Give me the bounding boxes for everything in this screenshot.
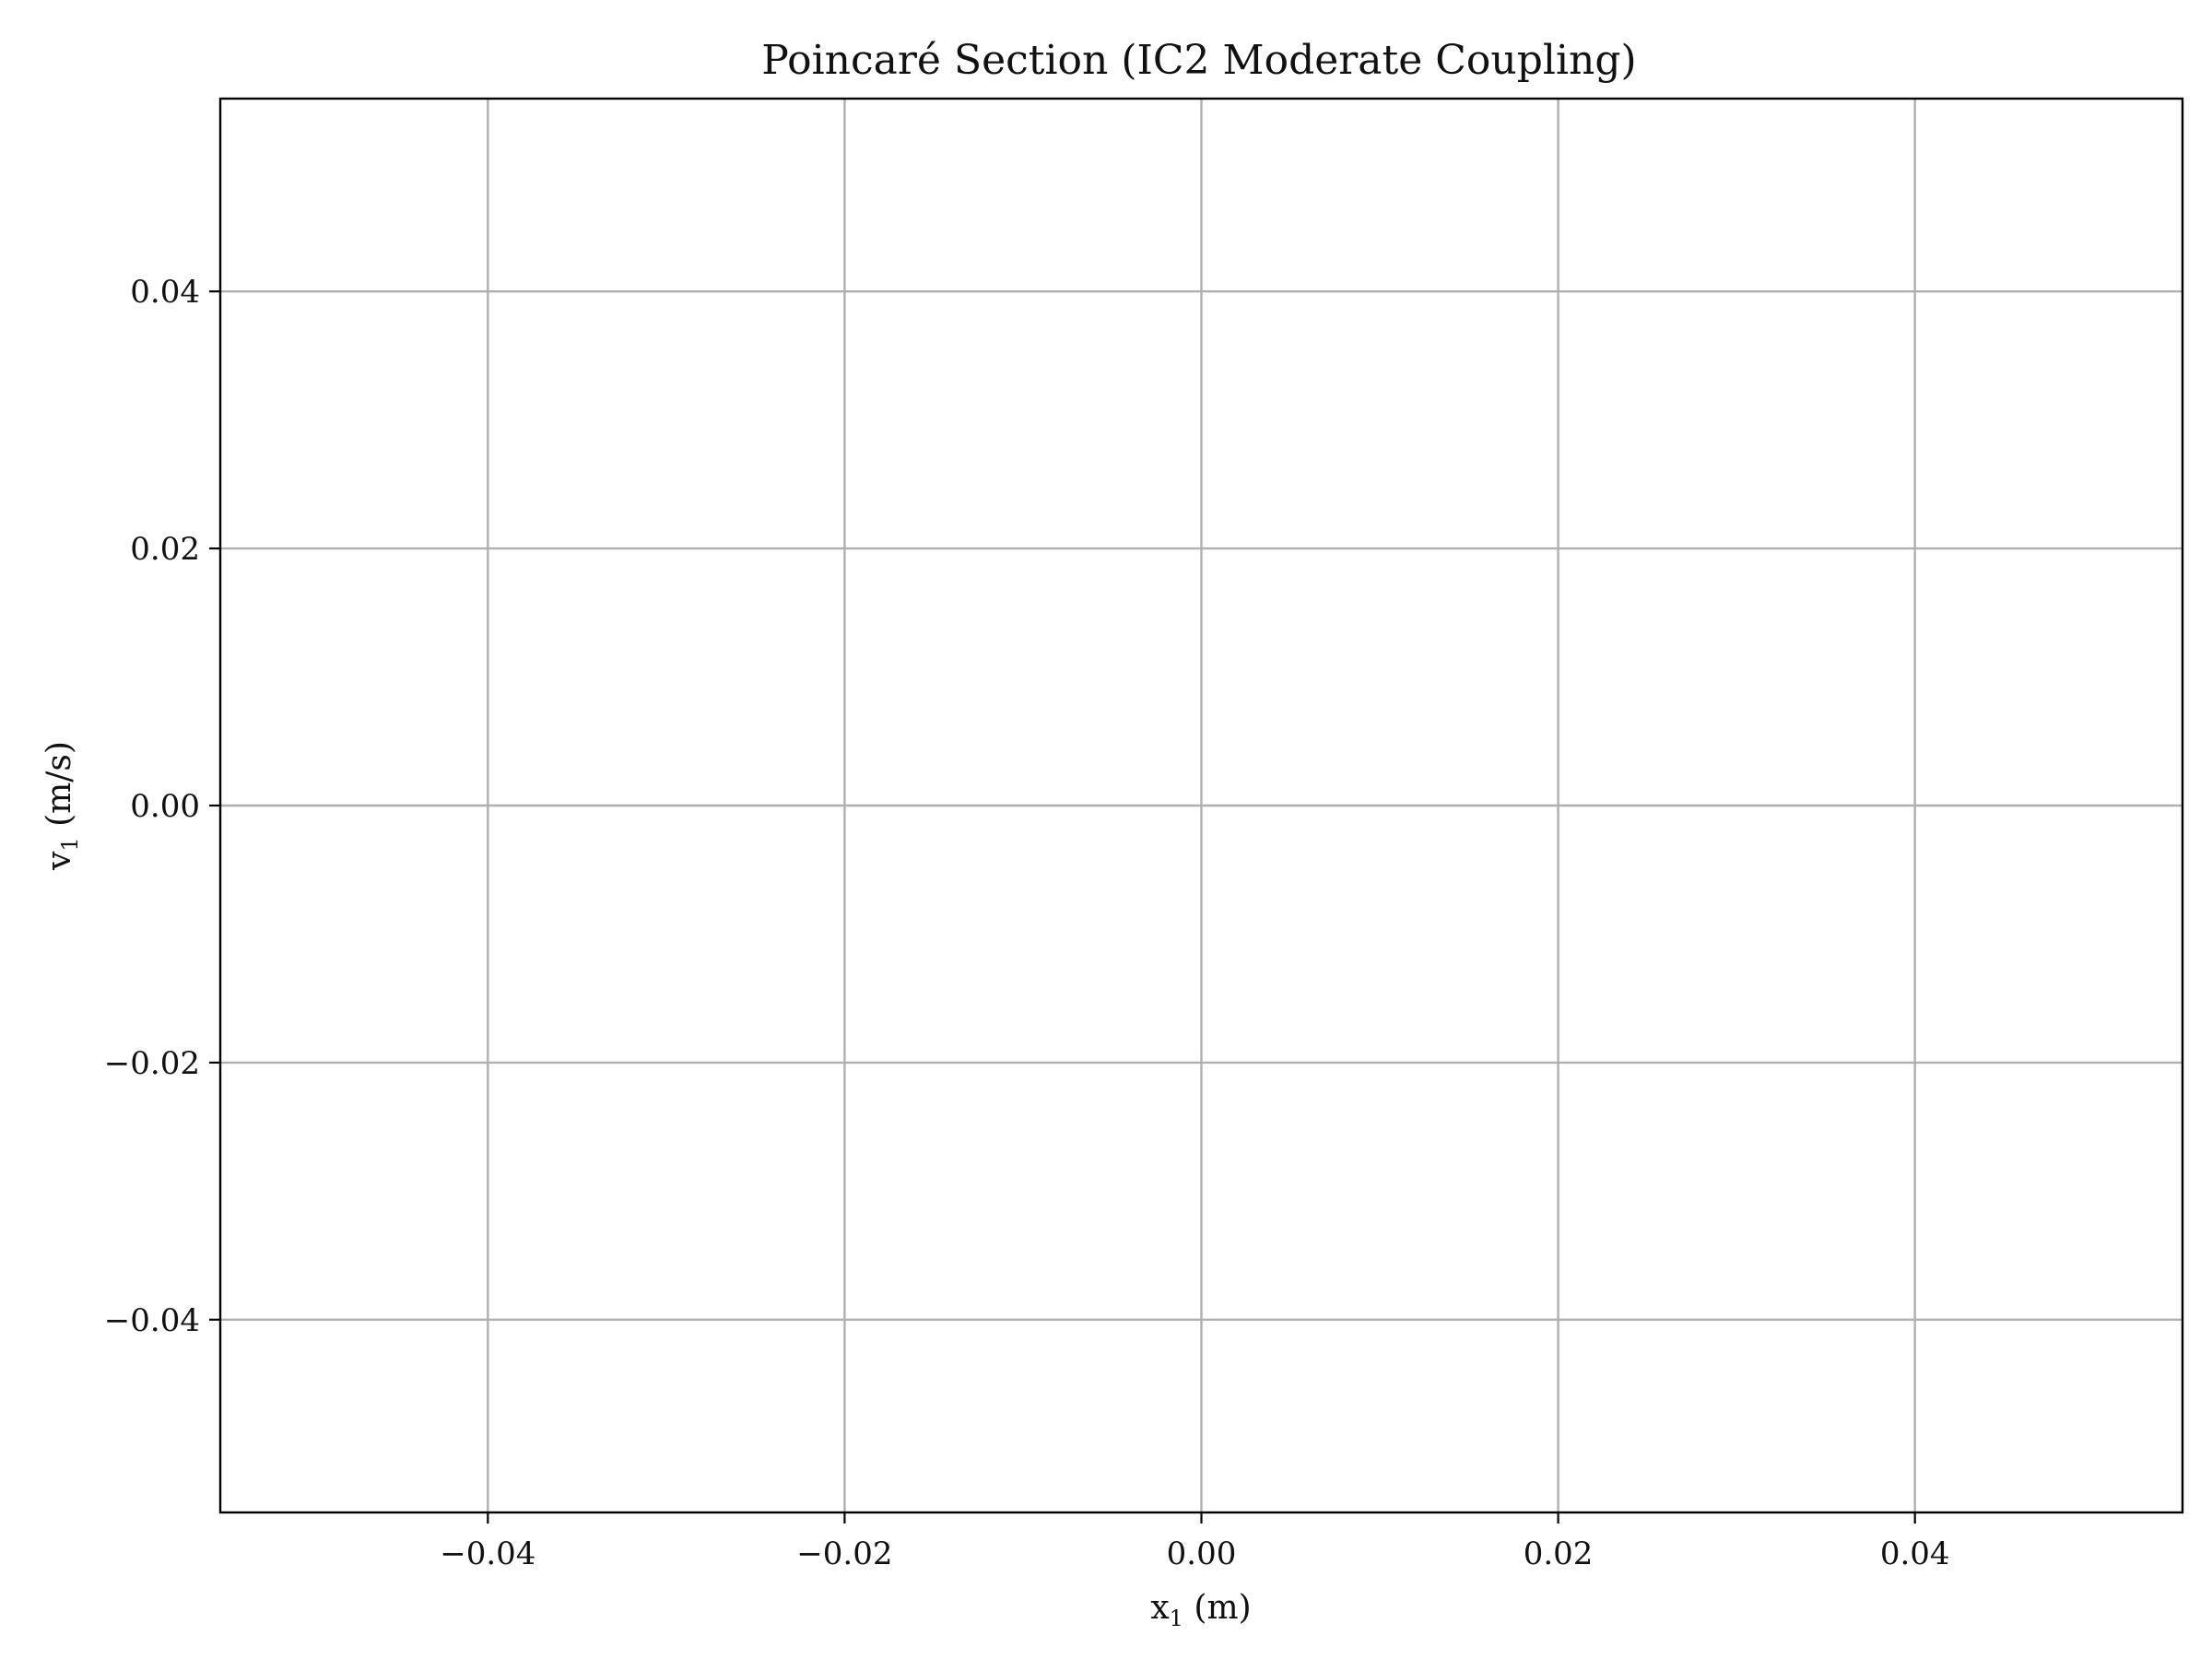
x-axis-ticks: −0.04 −0.02 0.00 0.02 0.04: [440, 1512, 1950, 1572]
y-axis-label: v1 (m/s): [41, 741, 83, 871]
x-axis-label-base: x: [1150, 1589, 1169, 1627]
y-tick-label: 0.04: [130, 274, 200, 311]
y-axis-ticks: −0.04 −0.02 0.00 0.02 0.04: [104, 274, 220, 1339]
x-tick-label: 0.02: [1524, 1535, 1594, 1572]
x-axis-label-subscript: 1: [1170, 1606, 1183, 1631]
y-tick-label: 0.00: [130, 788, 200, 825]
y-tick-label: 0.02: [130, 531, 200, 568]
y-tick-label: −0.02: [104, 1045, 200, 1082]
x-tick-label: −0.02: [796, 1535, 892, 1572]
x-axis-label-unit: (m): [1183, 1589, 1252, 1627]
y-tick-label: −0.04: [104, 1302, 200, 1339]
y-axis-label-subscript: 1: [57, 837, 83, 851]
grid-layer: [220, 99, 2183, 1512]
x-tick-label: 0.04: [1880, 1535, 1950, 1572]
y-axis-label-base: v: [41, 851, 78, 871]
y-axis-label-unit: (m/s): [41, 741, 78, 837]
x-tick-label: −0.04: [440, 1535, 535, 1572]
x-axis-label: x1 (m): [1150, 1589, 1251, 1631]
chart-title: Poincaré Section (IC2 Moderate Coupling): [761, 37, 1636, 84]
x-tick-label: 0.00: [1167, 1535, 1237, 1572]
